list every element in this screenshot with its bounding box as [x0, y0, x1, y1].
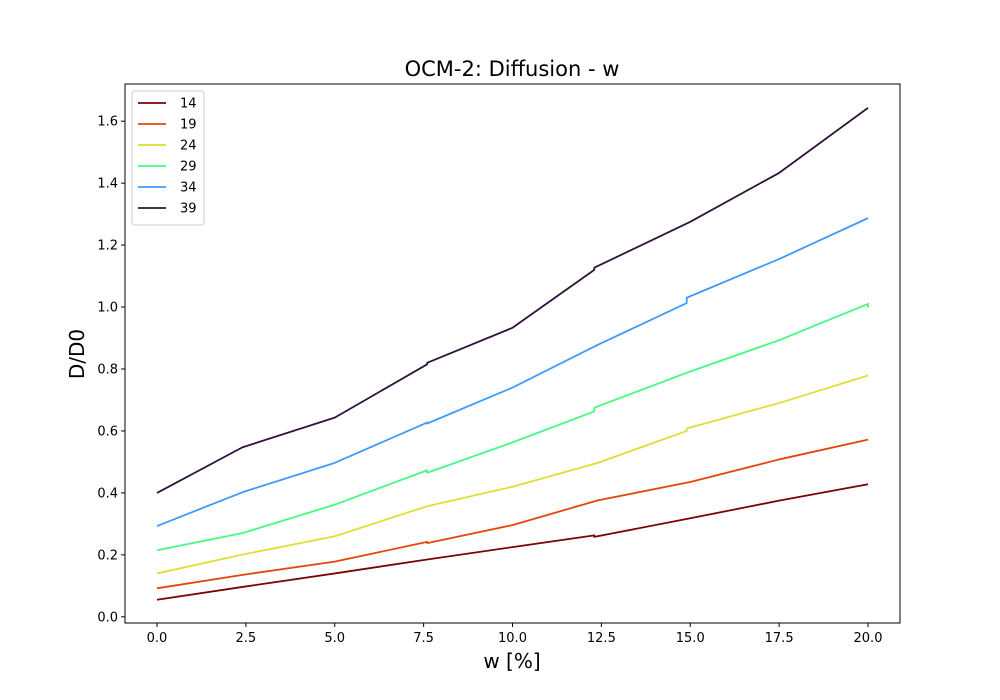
- y-tick-label: 0.6: [97, 424, 118, 439]
- legend-label: 24: [180, 139, 197, 154]
- series-line-24: [156, 374, 869, 575]
- x-tick-label: 2.5: [236, 631, 257, 646]
- plot-frame: [124, 83, 901, 624]
- y-tick-label: 0.8: [97, 362, 118, 377]
- y-tick-label: 1.4: [97, 177, 118, 192]
- chart-title: OCM-2: Diffusion - w: [405, 57, 620, 81]
- y-tick-label: 1.2: [97, 239, 118, 254]
- series-line-14: [156, 483, 869, 601]
- x-tick-label: 20.0: [854, 631, 883, 646]
- y-tick-label: 0.2: [97, 548, 118, 563]
- series-line-39: [156, 107, 869, 494]
- legend-label: 39: [180, 202, 197, 217]
- x-tick-label: 15.0: [676, 631, 705, 646]
- x-tick-label: 0.0: [147, 631, 168, 646]
- x-axis-label: w [%]: [483, 649, 540, 673]
- x-tick-label: 12.5: [587, 631, 616, 646]
- y-tick-label: 0.0: [97, 610, 118, 625]
- series-layer: [156, 107, 869, 601]
- x-tick-label: 10.0: [498, 631, 527, 646]
- series-line-19: [156, 438, 869, 590]
- y-axis-label: D/D0: [65, 329, 89, 379]
- legend-label: 29: [180, 160, 197, 175]
- y-tick-label: 1.0: [97, 301, 118, 316]
- legend-label: 34: [180, 181, 197, 196]
- x-tick-label: 5.0: [324, 631, 345, 646]
- x-axis: 0.0 2.5 5.0 7.5 10.0 12.5 15.0 17.5 20.0: [147, 623, 883, 646]
- y-tick-label: 0.4: [97, 486, 118, 501]
- x-tick-label: 17.5: [765, 631, 794, 646]
- legend-label: 14: [180, 97, 197, 112]
- y-axis: 0.0 0.2 0.4 0.6 0.8 1.0 1.2 1.4 1.6: [97, 115, 125, 625]
- x-tick-label: 7.5: [413, 631, 434, 646]
- series-line-34: [156, 217, 869, 527]
- series-line-29: [156, 303, 869, 552]
- y-tick-label: 1.6: [97, 115, 118, 130]
- legend-label: 19: [180, 118, 197, 133]
- legend: 14 19 24 29 34 39: [131, 90, 205, 226]
